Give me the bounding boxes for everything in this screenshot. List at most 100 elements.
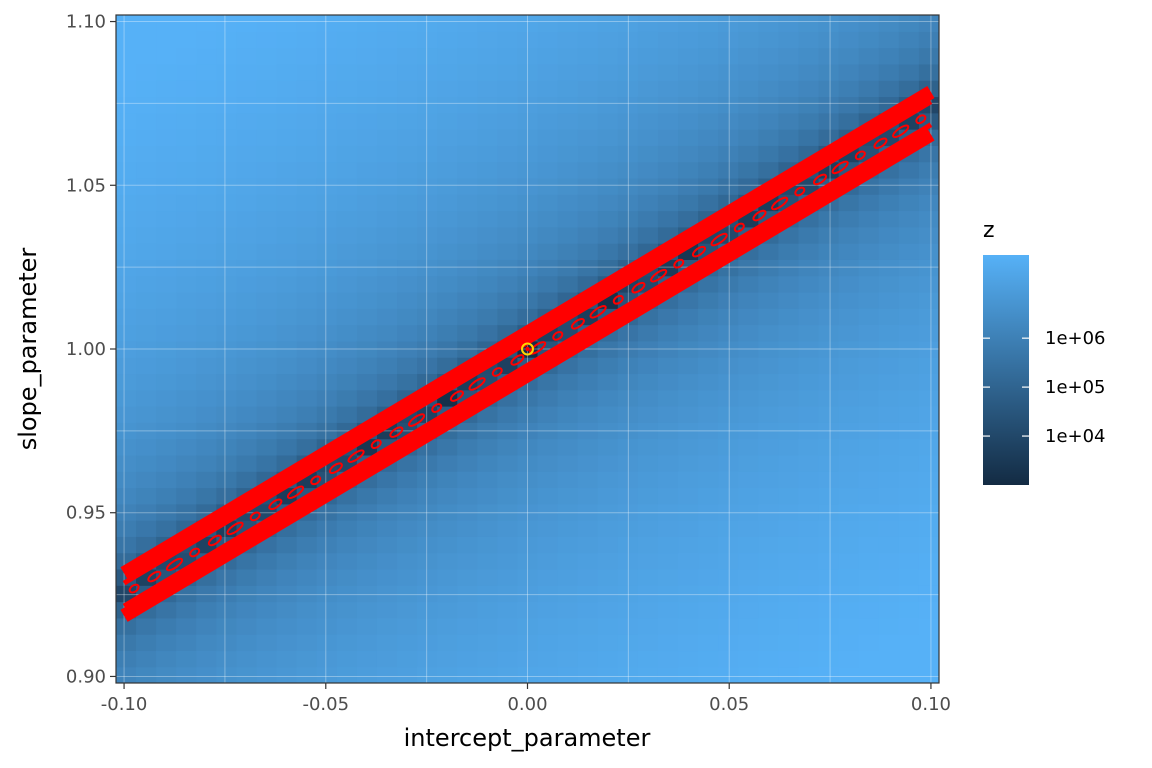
heatmap-tile	[778, 568, 800, 586]
heatmap-tile	[276, 373, 298, 391]
heatmap-tile	[176, 406, 197, 423]
heatmap-tile	[457, 112, 478, 130]
heatmap-tile	[718, 112, 739, 130]
heatmap-tile	[196, 194, 217, 212]
heatmap-tile	[256, 568, 278, 586]
heatmap-tile	[537, 454, 559, 472]
heatmap-tile	[256, 650, 278, 668]
heatmap-tile	[376, 259, 398, 277]
heatmap-tile	[818, 15, 840, 32]
heatmap-tile	[597, 177, 619, 195]
heatmap-tile	[557, 666, 579, 683]
heatmap-tile	[356, 275, 378, 293]
contour-ellipse	[794, 186, 806, 197]
heatmap-tile	[637, 389, 659, 407]
heatmap-tile	[637, 422, 659, 440]
heatmap-tile	[497, 15, 519, 32]
heatmap-tile	[517, 129, 539, 146]
heatmap-tile	[597, 438, 619, 456]
heatmap-tile	[537, 226, 559, 244]
heatmap-tile	[437, 15, 458, 32]
heatmap-tile	[457, 47, 478, 65]
heatmap-tile	[758, 422, 780, 440]
heatmap-tile	[336, 129, 358, 146]
heatmap-tile	[296, 324, 318, 342]
heatmap-tile	[136, 357, 157, 375]
heatmap-tile	[336, 666, 358, 683]
heatmap-tile	[437, 31, 458, 49]
heatmap-tile	[778, 454, 800, 472]
heatmap-tile	[116, 373, 137, 391]
heatmap-tile	[397, 210, 418, 228]
heatmap-tile	[236, 552, 258, 570]
heatmap-tile	[537, 601, 559, 619]
heatmap-tile	[517, 226, 539, 244]
heatmap-tile	[798, 520, 820, 537]
heatmap-tile	[637, 47, 659, 65]
heatmap-tile	[577, 422, 599, 440]
heatmap-tile	[617, 438, 639, 456]
heatmap-tile	[878, 454, 900, 472]
heatmap-tile	[798, 340, 820, 358]
heatmap-tile	[878, 80, 900, 98]
heatmap-tile	[417, 666, 438, 683]
heatmap-tile	[698, 63, 719, 81]
heatmap-tile	[256, 194, 278, 212]
heatmap-tile	[878, 373, 900, 391]
heatmap-tile	[296, 259, 318, 277]
heatmap-tile	[918, 389, 939, 407]
heatmap-tile	[216, 47, 238, 65]
heatmap-tile	[758, 666, 780, 683]
heatmap-tile	[818, 291, 840, 309]
heatmap-tile	[858, 63, 880, 81]
heatmap-tile	[236, 210, 258, 228]
heatmap-tile	[216, 243, 238, 260]
heatmap-tile	[316, 291, 338, 309]
heatmap-tile	[457, 438, 478, 456]
heatmap-tile	[617, 471, 639, 489]
heatmap-tile	[698, 15, 719, 32]
heatmap-tile	[617, 373, 639, 391]
heatmap-tile	[136, 177, 157, 195]
heatmap-tile	[376, 601, 398, 619]
heatmap-tile	[417, 47, 438, 65]
heatmap-tile	[698, 666, 719, 683]
heatmap-tile	[517, 243, 539, 260]
heatmap-tile	[637, 96, 659, 114]
heatmap-tile	[216, 568, 238, 586]
heatmap-tile	[537, 438, 559, 456]
heatmap-tile	[316, 145, 338, 163]
heatmap-tile	[136, 243, 157, 260]
heatmap-tile	[798, 63, 820, 81]
heatmap-tile	[216, 324, 238, 342]
heatmap-tile	[637, 536, 659, 554]
heatmap-tile	[778, 487, 800, 505]
heatmap-tile	[738, 373, 759, 391]
heatmap-tile	[236, 226, 258, 244]
heatmap-tile	[316, 210, 338, 228]
heatmap-tile	[657, 438, 679, 456]
heatmap-tile	[136, 438, 157, 456]
heatmap-tile	[276, 308, 298, 326]
heatmap-tile	[296, 650, 318, 668]
heatmap-tile	[356, 80, 378, 98]
heatmap-tile	[236, 63, 258, 81]
heatmap-tile	[497, 226, 519, 244]
heatmap-tile	[818, 536, 840, 554]
heatmap-tile	[176, 210, 197, 228]
heatmap-tile	[838, 31, 860, 49]
heatmap-tile	[356, 129, 378, 146]
heatmap-tile	[557, 617, 579, 635]
heatmap-tile	[858, 243, 880, 260]
heatmap-tile	[196, 31, 217, 49]
heatmap-tile	[718, 145, 739, 163]
heatmap-tile	[397, 96, 418, 114]
heatmap-tile	[116, 503, 137, 521]
heatmap-tile	[356, 96, 378, 114]
heatmap-tile	[116, 487, 137, 505]
heatmap-tile	[336, 389, 358, 407]
heatmap-tile	[296, 438, 318, 456]
heatmap-tile	[457, 422, 478, 440]
heatmap-tile	[376, 145, 398, 163]
heatmap-tile	[698, 275, 719, 293]
